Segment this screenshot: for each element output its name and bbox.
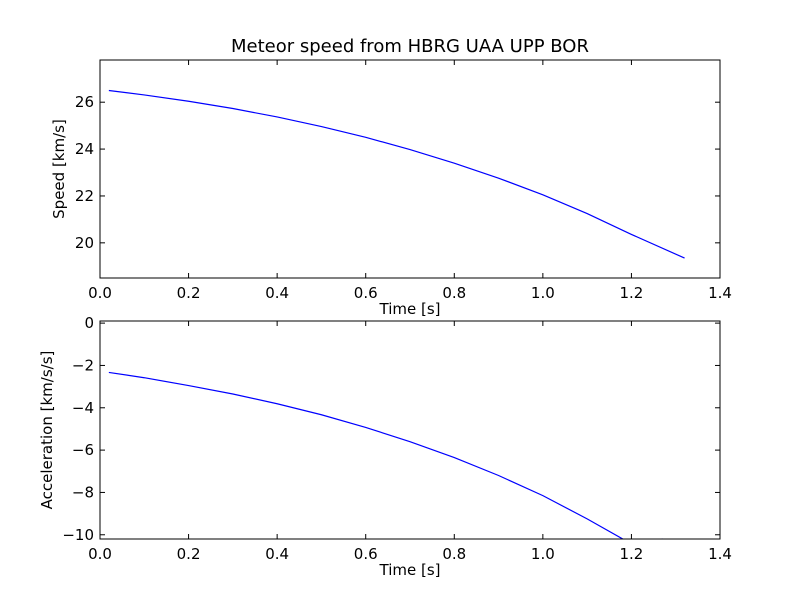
y-tick-label: −2: [72, 356, 94, 374]
y-tick-label: 22: [75, 187, 94, 205]
y-tick-label: 20: [75, 234, 94, 252]
x-tick-label: 0.8: [442, 284, 466, 302]
x-tick-label: 1.0: [531, 284, 555, 302]
y-tick-label: −4: [72, 399, 94, 417]
x-tick-label: 0.2: [177, 545, 201, 563]
y-axis-label: Speed [km/s]: [50, 119, 68, 219]
y-tick-label: −10: [62, 526, 94, 544]
x-tick-label: 1.0: [531, 545, 555, 563]
x-tick-label: 0.8: [442, 545, 466, 563]
x-tick-label: 1.2: [619, 284, 643, 302]
y-tick-label: 0: [84, 314, 94, 332]
series-line: [108, 371, 663, 539]
x-axis-label: Time [s]: [379, 300, 441, 318]
chart-title: Meteor speed from HBRG UAA UPP BOR: [231, 36, 589, 57]
y-tick-label: 24: [75, 140, 94, 158]
x-tick-label: 0.0: [88, 545, 112, 563]
y-tick-label: 26: [75, 93, 94, 111]
x-tick-label: 1.2: [619, 545, 643, 563]
subplot-2: 0.0 0.2 0.4 0.6 0.8 1.0 1.2 1.4 −10 −8 −6 −4 −2 0 Time…: [38, 314, 732, 579]
subplot-1: 0.0 0.2 0.4 0.6 0.8 1.0 1.2 1.4 20 22 24 26 Time [s]…: [50, 36, 732, 318]
y-axis-label: Acceleration [km/s/s]: [38, 351, 56, 510]
x-tick-label: 0.4: [265, 284, 289, 302]
x-tick-label: 1.4: [708, 545, 732, 563]
x-tick-label: 1.4: [708, 284, 732, 302]
plot-frame: [99, 320, 721, 540]
x-tick-label: 0.6: [354, 545, 378, 563]
x-tick-label: 0.2: [177, 284, 201, 302]
plot-frame: [99, 59, 721, 279]
y-tick-label: −8: [72, 483, 94, 501]
x-tick-label: 0.4: [265, 545, 289, 563]
x-axis-label: Time [s]: [379, 561, 441, 579]
series-line: [108, 89, 685, 259]
y-tick-label: −6: [72, 441, 94, 459]
x-tick-label: 0.6: [354, 284, 378, 302]
x-tick-label: 0.0: [88, 284, 112, 302]
